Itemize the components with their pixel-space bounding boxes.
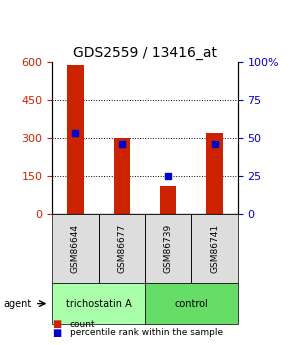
Bar xyxy=(160,186,176,214)
Text: ■: ■ xyxy=(52,319,61,329)
Text: trichostatin A: trichostatin A xyxy=(66,299,131,308)
Text: percentile rank within the sample: percentile rank within the sample xyxy=(70,328,223,337)
Title: GDS2559 / 13416_at: GDS2559 / 13416_at xyxy=(73,46,217,60)
Text: agent: agent xyxy=(3,299,31,308)
Bar xyxy=(67,65,84,214)
Text: count: count xyxy=(70,320,95,329)
Text: GSM86677: GSM86677 xyxy=(117,224,126,273)
Bar xyxy=(114,138,130,214)
Text: GSM86739: GSM86739 xyxy=(164,224,173,273)
Text: ■: ■ xyxy=(52,328,61,338)
Text: GSM86741: GSM86741 xyxy=(210,224,219,273)
Bar xyxy=(206,133,223,214)
Text: GSM86644: GSM86644 xyxy=(71,224,80,273)
Text: control: control xyxy=(175,299,208,308)
